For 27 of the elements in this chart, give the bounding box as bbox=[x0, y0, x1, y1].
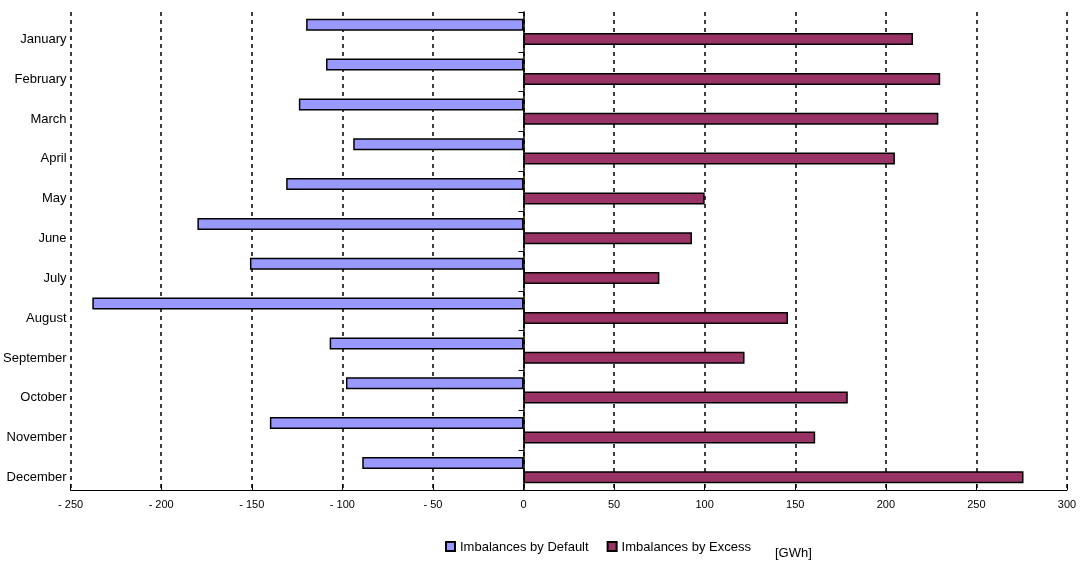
y-tick-label: April bbox=[40, 150, 67, 166]
x-tick-label: 300 bbox=[1057, 497, 1077, 510]
x-tick-label: 250 bbox=[967, 497, 986, 510]
y-tick-label: January bbox=[20, 30, 68, 46]
y-tick-label: November bbox=[6, 429, 68, 445]
legend-label: Imbalances by Excess bbox=[621, 539, 752, 554]
y-tick-label: December bbox=[6, 469, 68, 485]
legend-label: Imbalances by Default bbox=[460, 539, 590, 554]
y-tick-label: June bbox=[38, 230, 67, 246]
x-tick-label: - 150 bbox=[239, 497, 265, 510]
x-tick-label: 100 bbox=[695, 497, 714, 510]
y-tick-label: February bbox=[14, 70, 68, 86]
x-tick-label: - 50 bbox=[423, 497, 443, 510]
x-axis-title: [GWh] bbox=[775, 545, 812, 560]
y-tick-label: July bbox=[43, 269, 68, 285]
x-tick-label: - 250 bbox=[58, 497, 84, 510]
y-tick-label: August bbox=[26, 309, 67, 325]
x-tick-label: 150 bbox=[786, 497, 805, 510]
y-tick-label: May bbox=[42, 190, 68, 206]
x-tick-label: - 100 bbox=[329, 497, 355, 510]
x-tick-label: 50 bbox=[607, 497, 621, 510]
y-tick-label: October bbox=[20, 389, 68, 405]
x-tick-label: 200 bbox=[876, 497, 896, 510]
x-tick-label: 0 bbox=[520, 497, 527, 510]
y-tick-label: March bbox=[30, 110, 67, 126]
y-tick-label: September bbox=[3, 349, 68, 365]
x-tick-label: - 200 bbox=[148, 497, 174, 510]
